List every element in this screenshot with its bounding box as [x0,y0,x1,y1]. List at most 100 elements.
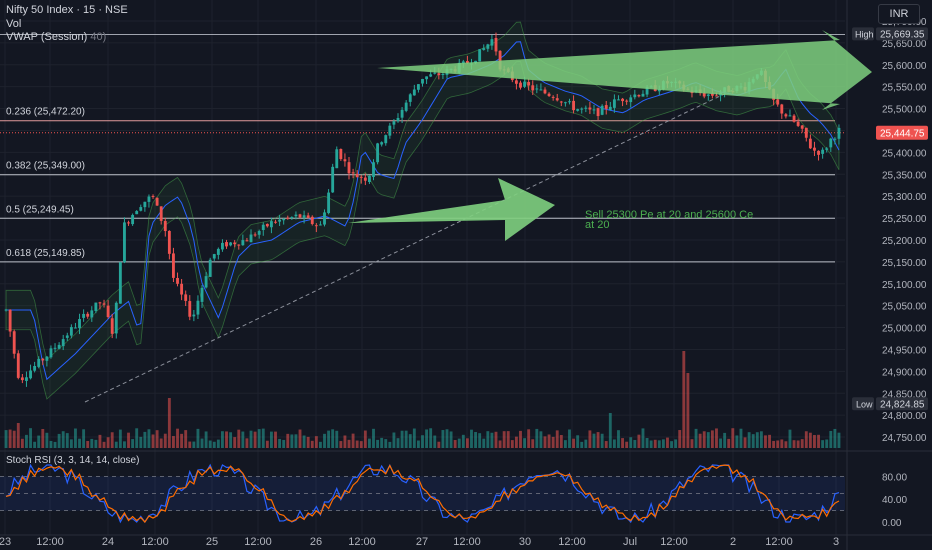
volume-bar [690,439,694,448]
candle-body [94,302,98,311]
candle-body [49,348,53,358]
volume-bar [710,430,714,448]
x-tick-label: 12:00 [141,536,169,548]
candle-body [106,305,110,318]
candle-body [151,195,155,197]
candle-body [563,102,567,104]
candle-body [641,93,645,97]
candle-body [535,88,539,90]
price-tick-label: 25,500.00 [882,105,927,116]
vwap-label[interactable]: VWAP (Session) 40) [6,31,107,43]
candle-body [833,138,837,140]
candle-body [715,95,718,97]
volume-bar [29,428,32,448]
x-tick-label: 26 [310,536,322,548]
candle-body [612,99,616,108]
volume-bar [833,428,837,448]
candle-body [396,117,400,122]
volume-bar [20,438,24,448]
x-tick-label: 12:00 [558,536,586,548]
volume-bar [94,439,98,448]
volume-bar [735,435,739,448]
candle-body [543,89,547,94]
candle-body [829,138,833,148]
volume-bar [286,433,290,448]
x-tick-label: 3 [833,536,839,548]
volume-bar [318,441,322,448]
volume-bar [261,428,265,448]
candle-body [584,107,588,109]
volume-label[interactable]: Vol [6,18,22,30]
volume-bar [98,434,102,448]
candle-body [245,240,249,242]
low-value: 24,824.85 [880,399,925,410]
volume-bar [719,438,722,448]
volume-bar [241,431,245,448]
volume-bar [396,438,400,448]
candle-body [461,61,465,64]
volume-bar [200,438,204,448]
volume-bar [527,429,531,448]
candle-body [776,99,780,105]
candle-body [114,302,118,334]
volume-bar [429,428,433,448]
volume-bar [172,436,175,448]
volume-bar [633,439,637,448]
volume-bar [41,429,45,448]
volume-bar [127,432,130,448]
fib-label: 0.236 (25,472.20) [6,107,85,118]
candle-body [813,147,816,151]
price-tick-label: 24,900.00 [882,367,927,378]
volume-bar [343,435,347,448]
candle-body [327,192,331,214]
volume-bar [372,428,375,448]
candle-body [539,89,543,91]
candle-body [335,149,339,169]
price-tick-label: 25,600.00 [882,61,927,72]
candle-body [69,327,73,336]
volume-bar [359,441,363,448]
candle-body [433,72,437,74]
candle-body [804,127,808,138]
candle-body [290,217,294,219]
volume-bar [666,437,669,448]
candle-body [376,143,380,163]
volume-bar [78,438,81,448]
symbol-title[interactable]: Nifty 50 Index · 15 · NSE [6,4,128,16]
last-price-bg [876,125,928,140]
candle-body [33,365,37,371]
volume-bar [282,439,286,448]
candle-body [416,84,420,90]
candle-body [12,331,16,354]
candle-body [825,148,829,150]
candle-body [796,121,800,126]
candles [4,32,841,387]
candle-body [65,335,69,338]
candle-body [359,176,363,178]
volume-bar [114,441,118,448]
candle-body [408,94,412,102]
high-value-bg [876,27,928,41]
candle-body [123,222,126,263]
price-tick-label: 24,800.00 [882,411,927,422]
currency-button[interactable]: INR [878,4,920,24]
volume-bar [653,439,657,448]
volume-bar [682,351,686,448]
annotation-text-1: Sell 25300 Pe at 20 and 25600 Ce [585,209,753,221]
volume-bar [829,430,833,448]
volume-bar [384,439,388,448]
volume-bar [339,441,343,448]
high-label: High [855,29,874,39]
volume-bar [245,438,249,448]
volume-bar [49,440,53,448]
x-tick-label: 12:00 [348,536,376,548]
volume-bar [539,431,543,448]
stoch-band [0,476,845,511]
volume-bar [588,430,592,448]
volume-bar [331,429,335,448]
volume-bar [233,437,237,448]
candle-body [784,114,788,117]
volume-bar [441,430,445,448]
candle-body [302,215,306,218]
candle-body [74,327,77,329]
